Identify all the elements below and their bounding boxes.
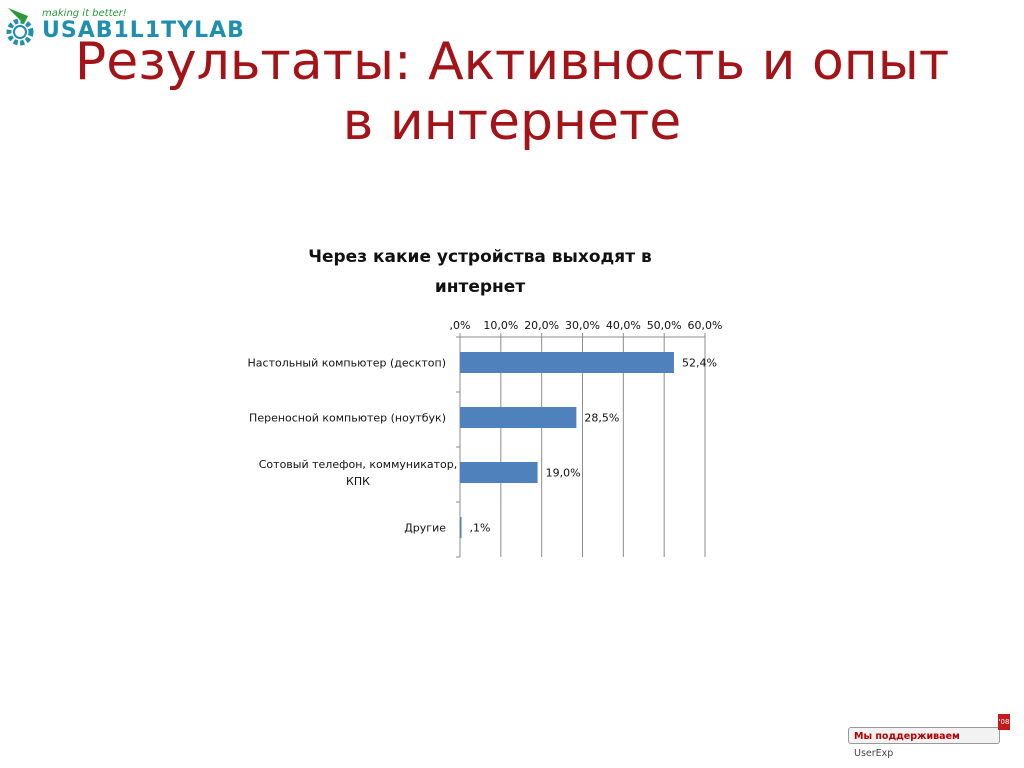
- x-tick-label: 10,0%: [483, 319, 518, 332]
- gear-logo-icon: [6, 8, 34, 46]
- bar: [460, 462, 538, 483]
- data-label: 28,5%: [584, 412, 619, 425]
- x-tick-label: 50,0%: [647, 319, 682, 332]
- bar: [460, 407, 577, 428]
- logo-name: USAB1L1TYLAB: [42, 18, 245, 43]
- data-label: 52,4%: [682, 357, 717, 370]
- badge-text-userexp: UserExp: [854, 748, 894, 759]
- x-tick-label: 30,0%: [565, 319, 600, 332]
- userexp-badge: Мы поддерживаем UserExp: [848, 727, 1000, 759]
- bar: [460, 517, 462, 538]
- badge-text-support: Мы поддерживаем: [854, 731, 960, 742]
- category-label: Другие: [404, 522, 446, 535]
- bar: [460, 352, 674, 373]
- logo-tagline: making it better!: [42, 8, 127, 19]
- category-label: Сотовый телефон, коммуникатор,: [259, 458, 457, 471]
- data-label: ,1%: [470, 522, 491, 535]
- x-tick-label: ,0%: [450, 319, 471, 332]
- usabilitylab-logo: making it better! USAB1L1TYLAB: [2, 2, 244, 52]
- chart-title: Через какие устройства выходят в интерне…: [308, 247, 652, 297]
- x-tick-label: 40,0%: [606, 319, 641, 332]
- category-label: Переносной компьютер (ноутбук): [249, 412, 446, 425]
- x-tick-label: 20,0%: [524, 319, 559, 332]
- x-tick-label: 60,0%: [688, 319, 723, 332]
- data-label: 19,0%: [546, 467, 581, 480]
- badge-year-corner: '08: [998, 714, 1010, 730]
- category-label: КПК: [346, 475, 370, 488]
- category-label: Настольный компьютер (десктоп): [248, 357, 446, 370]
- slide-title: Результаты: Активность и опыт в интернет…: [74, 32, 950, 152]
